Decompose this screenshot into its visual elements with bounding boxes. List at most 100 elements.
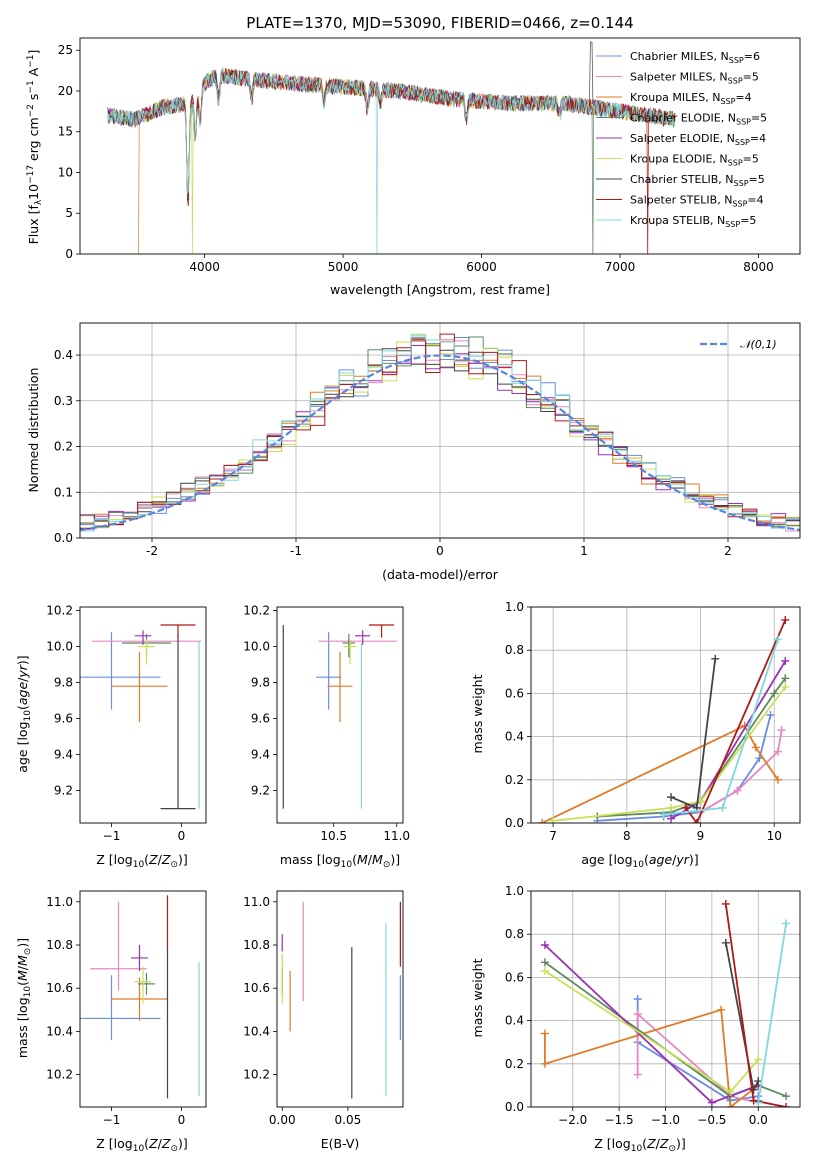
legend-sub: SSP [728,159,743,168]
z-mass-xlabel: Z [log10(Z/Z⊙)] [96,1136,188,1154]
age-weight-ylabel: mass weight [470,674,485,753]
x-tick-label: 0 [178,829,186,843]
legend-count: =4 [735,91,751,104]
residual-histogram-series [80,333,800,529]
legend-count: =4 [747,194,763,207]
y-tick-label: 0.8 [505,643,524,657]
histogram-ylabel: Normed distribution [26,368,41,493]
x-tick-label: 11.0 [383,829,410,843]
y-tick-label: 10.0 [46,640,73,654]
legend-sub: SSP [732,200,747,209]
y-tick-label: 20 [58,84,73,98]
z-weight-marker [726,1087,735,1096]
y-tick-label: 0.0 [505,1100,524,1114]
axes-frame [79,890,207,1108]
age-weight-line [700,729,783,813]
z-weight-xlabel: Z [log10(Z/Z⊙)] [594,1136,686,1154]
x-tick-label: −2.0 [558,1113,587,1127]
age-weight-marker [773,747,782,756]
mass-age-panel: mass [log10(M/M⊙)] 10.5 11.0 9.2 9.4 9.6 9.8 1… [243,604,410,870]
y-tick-label: 25 [58,43,73,57]
y-tick-label: 9.2 [251,784,270,798]
legend-sub: SSP [725,220,740,229]
legend-sub: SSP [734,179,749,188]
y-tick-label: 9.6 [251,712,270,726]
age-weight-marker [777,726,786,735]
axes-frame [276,606,404,824]
legend-label: Chabrier STELIB, NSSP=5 [630,173,765,188]
x-tick-label: 6000 [466,260,497,274]
x-tick-label: −1.5 [605,1113,634,1127]
y-tick-label: 0.6 [505,970,524,984]
y-tick-label: 10.8 [243,938,270,952]
z-weight-line [636,1012,759,1104]
age-weight-line [663,639,779,816]
age-weight-xlabel: age [log10(age/yr)] [581,852,698,870]
y-tick-label: 0.2 [505,1057,524,1071]
x-tick-label: 7000 [605,260,636,274]
z-mass-panel: Z [log10(Z/Z⊙)] mass [log10(M/M⊙)] −1 0 10… [15,890,207,1154]
z-weight-marker [633,995,642,1003]
legend-label: 𝒩(0,1) [740,338,777,351]
x-tick-label: 7 [549,829,557,843]
y-tick-label: 9.8 [54,676,73,690]
spectrum-series-line [132,68,676,254]
x-tick-label: -2 [146,544,158,558]
z-weight-ylabel: mass weight [470,958,485,1037]
histogram-xlabel: (data-model)/error [382,567,499,582]
y-tick-label: 0.2 [54,440,73,454]
y-tick-label: 5 [65,206,73,220]
x-tick-label: 8 [623,829,631,843]
normal-distribution-curve [79,354,801,532]
age-weight-marker [766,711,775,719]
mass-age-xlabel: mass [log10(M/M⊙)] [280,852,400,870]
y-tick-label: 10.2 [243,1068,270,1082]
age-weight-marker [718,803,727,812]
y-tick-label: 10.2 [46,604,73,618]
y-tick-label: 9.4 [251,748,270,762]
y-tick-label: 11.0 [46,895,73,909]
legend-label: Salpeter MILES, NSSP=5 [630,71,759,86]
legend-sub: SSP [729,56,744,65]
z-weight-marker [540,941,549,949]
x-tick-label: 8000 [743,260,774,274]
age-weight-line [670,658,717,810]
y-tick-label: 11.0 [243,895,270,909]
legend-label: Kroupa STELIB, NSSP=5 [630,214,756,229]
z-age-xlabel: Z [log10(Z/Z⊙)] [96,852,188,870]
spectrum-panel: PLATE=1370, MJD=53090, FIBERID=0466, z=0… [26,14,801,297]
y-tick-label: 10.6 [243,981,270,995]
x-tick-label: 10.5 [320,829,347,843]
z-weight-marker [754,1098,763,1107]
spectrum-ylabel: Flux [fλ10−17 erg cm−2 s−1 A−1] [26,50,44,245]
x-tick-label: 1 [580,544,588,558]
y-tick-label: 10.8 [46,938,73,952]
z-weight-marker [754,1055,763,1064]
x-tick-label: 2 [724,544,732,558]
age-weight-marker [692,819,701,823]
y-tick-label: 0.1 [54,485,73,499]
z-weight-marker [717,1005,726,1014]
y-tick-label: 0.6 [505,686,524,700]
z-weight-marker [721,899,730,908]
y-tick-label: 0.3 [54,394,73,408]
x-tick-label: 10 [767,829,782,843]
age-weight-line [685,619,787,823]
legend-count: =5 [751,112,767,125]
z-weight-marker [540,966,549,975]
age-weight-marker [681,803,690,812]
y-tick-label: 0.8 [505,927,524,941]
legend-count: =6 [744,50,760,63]
legend-label: Chabrier ELODIE, NSSP=5 [630,112,767,127]
legend-sub: SSP [720,97,735,106]
x-tick-label: 0 [178,1113,186,1127]
y-tick-label: 0.4 [505,730,524,744]
y-tick-label: 9.4 [54,748,73,762]
z-weight-marker [707,1098,716,1107]
y-tick-label: 9.2 [54,784,73,798]
y-tick-label: 10 [58,165,73,179]
legend-label: Kroupa MILES, NSSP=4 [630,91,752,106]
age-weight-marker [733,786,742,795]
legend-sub: SSP [736,118,751,127]
